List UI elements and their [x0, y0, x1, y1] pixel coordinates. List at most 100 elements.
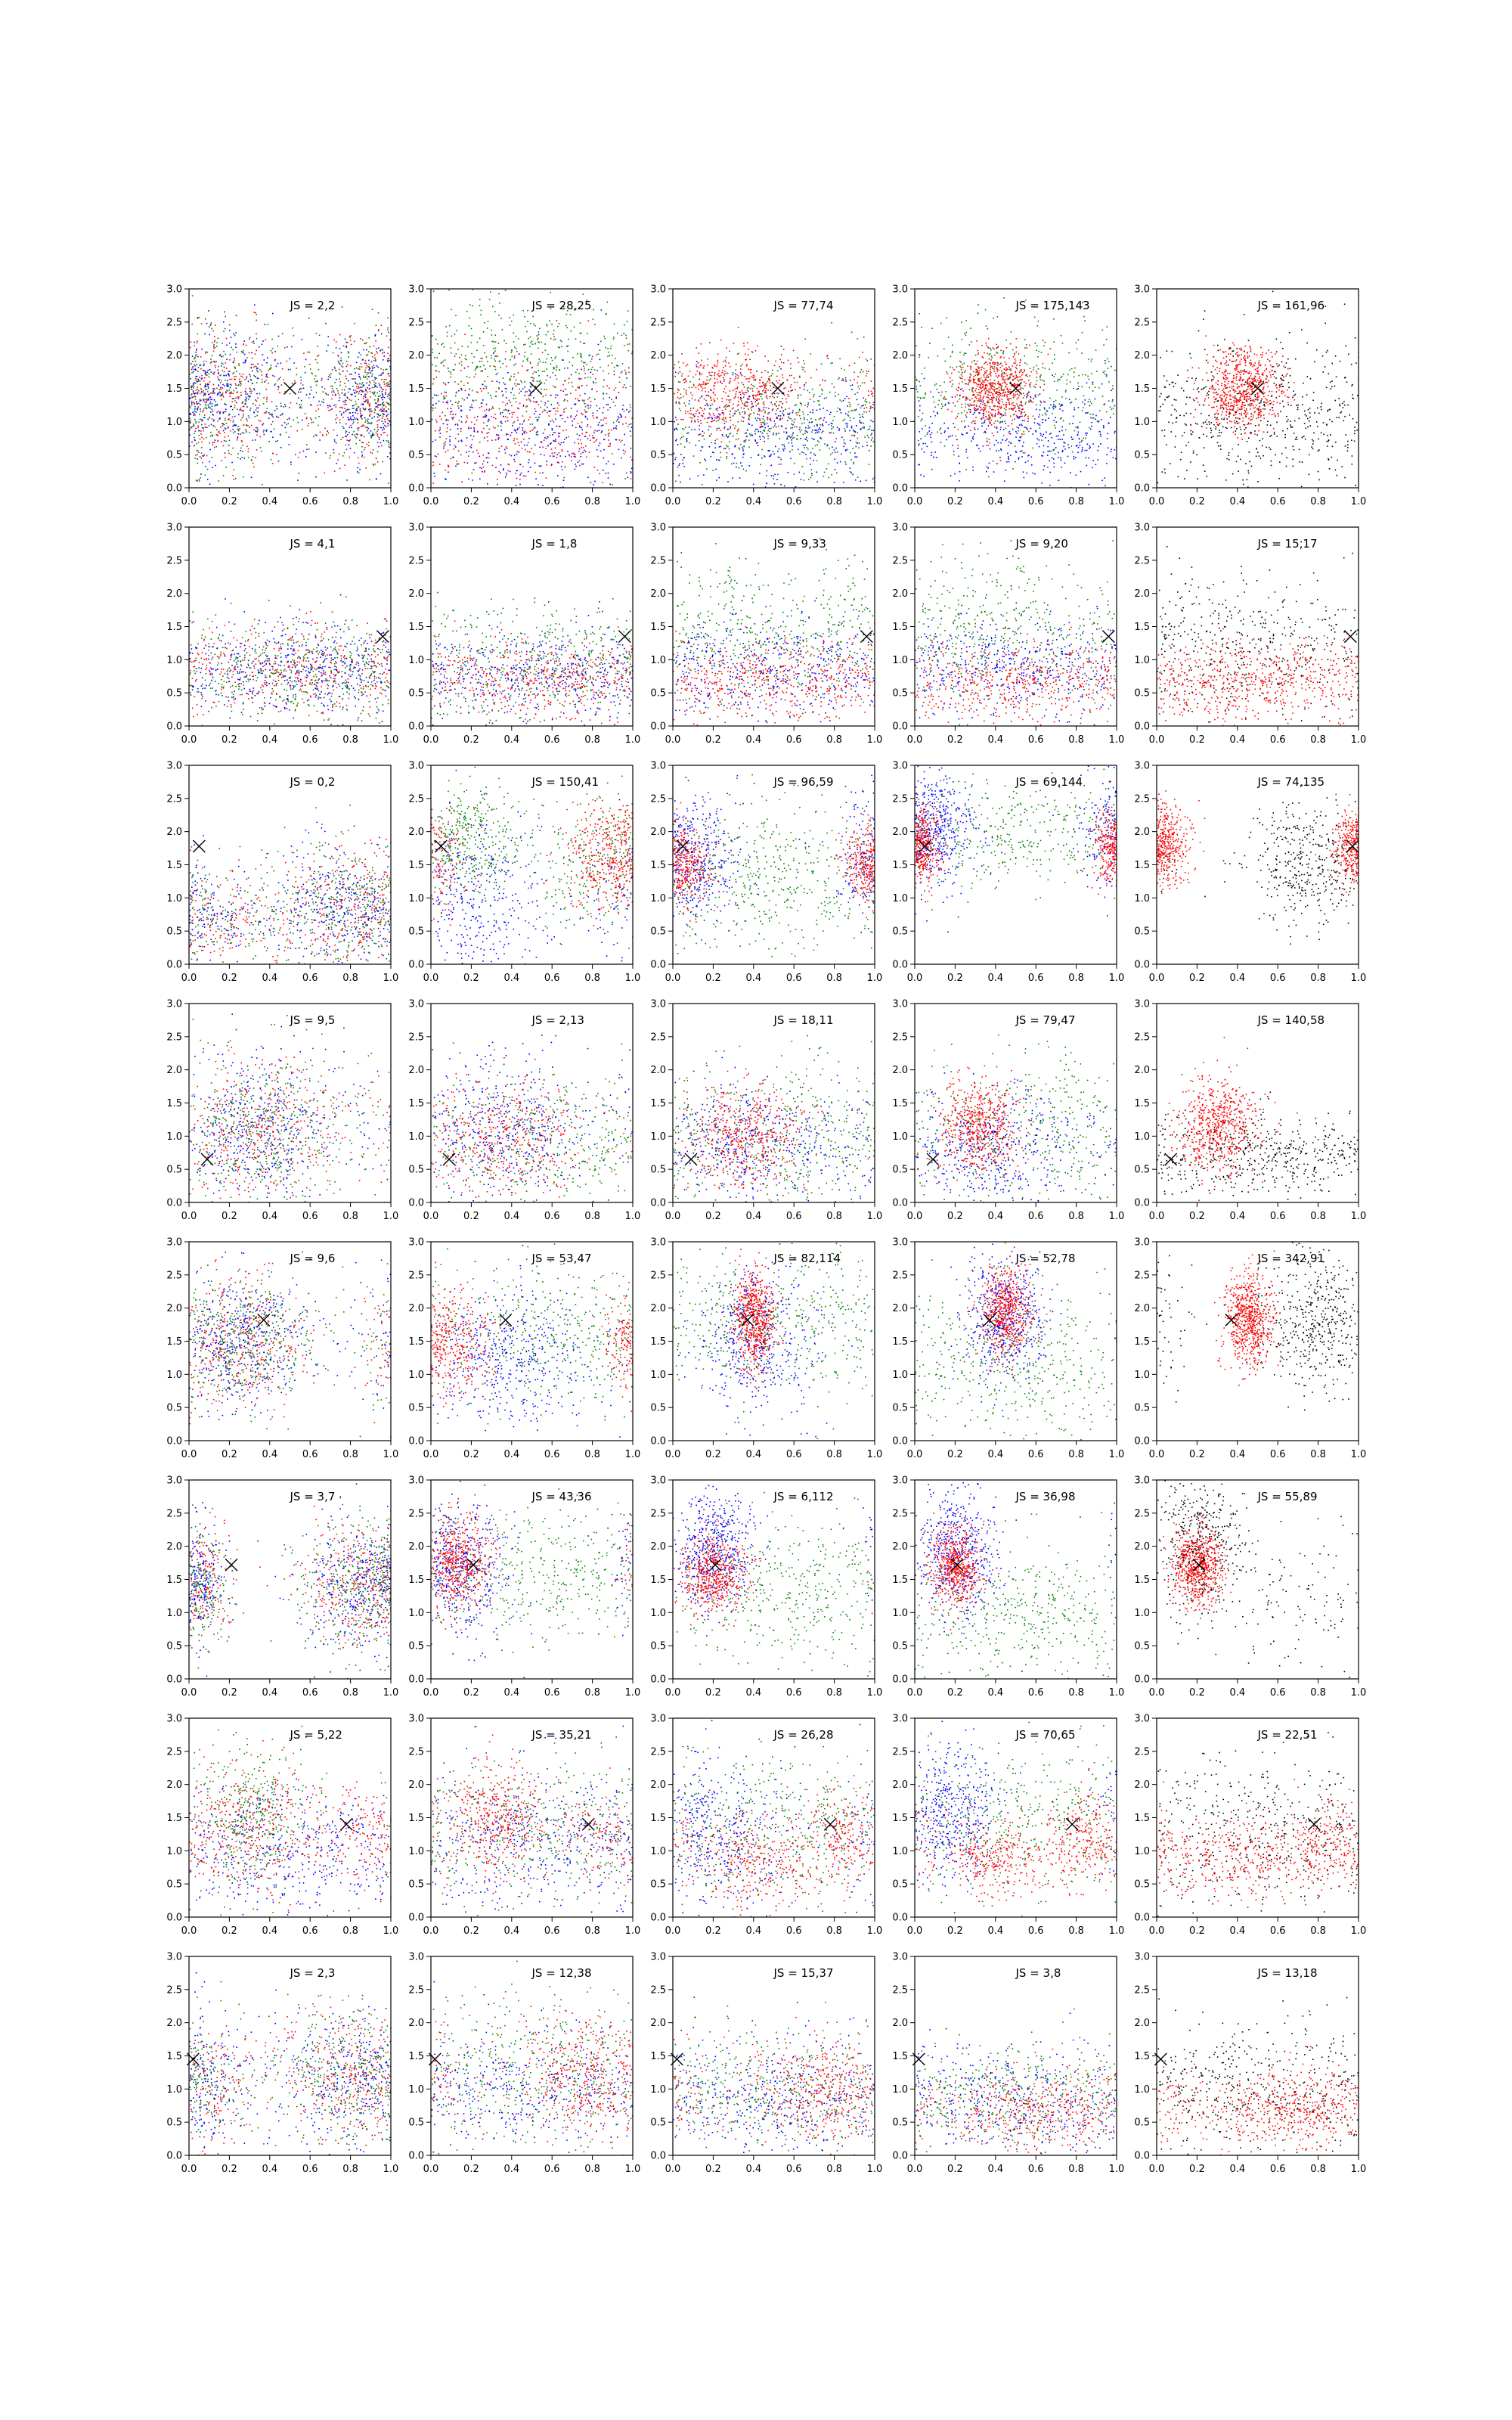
data-point: [1062, 420, 1064, 422]
data-point: [702, 430, 704, 433]
data-point: [386, 440, 387, 442]
data-point: [733, 413, 736, 414]
data-point: [844, 418, 846, 420]
data-point: [309, 404, 311, 405]
data-point: [1035, 404, 1037, 406]
data-point: [434, 357, 435, 358]
data-point: [512, 422, 514, 424]
data-point: [854, 430, 856, 433]
data-point: [189, 405, 191, 408]
data-point: [748, 433, 751, 435]
data-point: [748, 396, 751, 397]
data-point: [787, 394, 789, 396]
data-point: [538, 375, 540, 377]
data-point: [685, 389, 687, 392]
data-point: [618, 439, 621, 441]
data-point: [1078, 374, 1080, 377]
data-point: [1111, 401, 1114, 402]
data-point: [716, 430, 717, 431]
data-point: [369, 404, 370, 405]
data-point: [756, 399, 758, 402]
data-point: [773, 453, 775, 455]
data-point: [553, 385, 554, 387]
data-point: [547, 330, 549, 333]
data-point: [472, 289, 474, 290]
data-point: [620, 441, 621, 443]
data-point: [493, 417, 494, 418]
data-point: [528, 461, 529, 464]
data-point: [1087, 375, 1089, 377]
data-point: [487, 321, 489, 322]
data-point: [482, 383, 484, 386]
data-point: [674, 458, 676, 461]
data-point: [972, 391, 974, 393]
data-point: [432, 352, 434, 353]
data-point: [836, 472, 838, 474]
data-point: [468, 427, 469, 428]
data-point: [232, 428, 234, 430]
data-point: [587, 377, 589, 378]
data-point: [263, 412, 265, 414]
data-point: [925, 392, 926, 394]
data-point: [224, 403, 226, 405]
data-point: [369, 408, 370, 410]
data-point: [618, 381, 621, 383]
data-point: [759, 379, 761, 381]
data-point: [226, 390, 228, 392]
data-point: [238, 365, 240, 367]
data-point: [383, 355, 385, 357]
data-point: [782, 450, 785, 451]
data-point: [345, 432, 346, 434]
data-point: [251, 352, 253, 354]
data-point: [854, 456, 856, 458]
data-point: [376, 416, 379, 418]
data-point: [868, 450, 870, 451]
data-point: [383, 352, 385, 353]
data-point: [350, 393, 352, 396]
data-point: [584, 449, 585, 451]
data-point: [360, 338, 361, 340]
data-point: [225, 428, 227, 430]
data-point: [736, 388, 739, 389]
data-point: [296, 374, 298, 376]
data-point: [918, 445, 920, 446]
data-point: [689, 413, 690, 414]
data-point: [553, 408, 556, 409]
data-point: [734, 427, 736, 430]
data-point: [256, 333, 257, 335]
data-point: [485, 403, 488, 405]
data-point: [609, 355, 611, 356]
data-point: [450, 347, 452, 349]
y-tick-label: 2.5: [166, 317, 182, 328]
data-point: [498, 387, 500, 389]
data-point: [222, 430, 225, 432]
data-point: [432, 349, 433, 350]
scatter-points: [915, 297, 1117, 488]
data-point: [805, 382, 807, 383]
data-point: [806, 458, 807, 460]
data-point: [762, 390, 764, 392]
data-point: [985, 325, 987, 327]
data-point: [470, 342, 472, 343]
data-point: [199, 414, 200, 415]
data-point: [333, 390, 334, 392]
data-point: [685, 391, 686, 393]
data-point: [257, 371, 259, 373]
data-point: [333, 448, 334, 451]
data-point: [620, 372, 622, 374]
data-point: [748, 439, 750, 441]
data-point: [371, 309, 373, 310]
data-point: [737, 409, 739, 411]
data-point: [826, 445, 828, 447]
data-point: [535, 411, 537, 412]
data-point: [869, 408, 871, 410]
data-point: [301, 428, 303, 430]
data-point: [1002, 401, 1003, 403]
data-point: [356, 408, 358, 410]
data-point: [932, 396, 934, 398]
data-point: [357, 356, 359, 358]
data-point: [527, 369, 529, 371]
data-point: [499, 360, 501, 362]
data-point: [266, 400, 268, 402]
data-point: [803, 417, 805, 419]
